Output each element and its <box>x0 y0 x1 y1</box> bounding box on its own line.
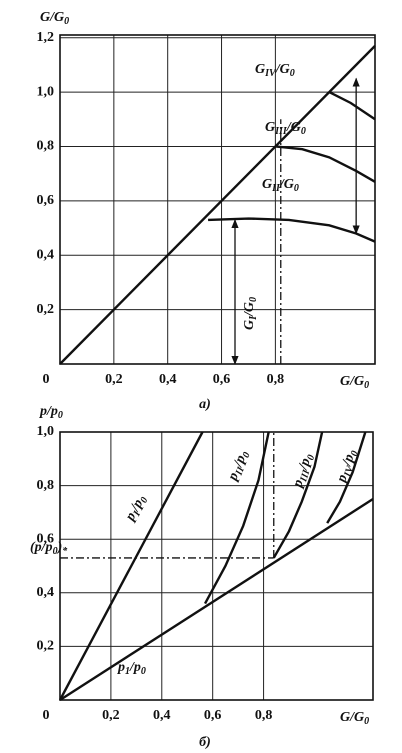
annotation: pII/p0 <box>225 449 253 485</box>
subscript: III <box>274 126 288 137</box>
subscript: III <box>298 468 313 485</box>
subscript: 0 <box>364 380 369 391</box>
x-tick-label: 0,4 <box>153 708 171 723</box>
subscript: 0 <box>141 666 146 677</box>
y-tick-label: 1,0 <box>37 84 55 99</box>
subscript: 0 <box>301 126 306 137</box>
subscript: * <box>62 546 68 557</box>
label-part: G <box>242 320 257 330</box>
y-tick-label: 0,6 <box>37 531 55 546</box>
caption: б) <box>199 735 211 750</box>
subscript: IV <box>264 68 277 79</box>
y-tick-label: 0,4 <box>37 247 55 262</box>
label-part: G/G <box>340 710 364 725</box>
x-tick-label: 0 <box>43 372 50 387</box>
annotation: (p/p0)* <box>30 540 68 557</box>
annotation: pI/p0 <box>123 493 151 526</box>
y-tick-label: 1,2 <box>37 30 55 45</box>
subscript: 0 <box>248 297 259 302</box>
label-part: /p <box>340 453 358 469</box>
x-axis-label: G/G0 <box>340 710 369 727</box>
curve <box>275 145 376 183</box>
subscript: 1 <box>125 666 130 677</box>
label-part: G <box>265 120 275 135</box>
label-part: G <box>255 62 265 77</box>
x-tick-label: 0,2 <box>105 372 123 387</box>
subscript: 0 <box>306 454 318 462</box>
curve <box>203 431 270 605</box>
x-tick-label: 0,6 <box>213 372 231 387</box>
subscript: 0 <box>294 183 299 194</box>
subscript: I <box>248 315 259 321</box>
label-part: /G <box>279 177 294 192</box>
x-tick-label: 0,8 <box>267 372 285 387</box>
curve <box>272 431 324 559</box>
plot-frame <box>59 431 374 701</box>
annotation: p1/p0 <box>117 660 146 677</box>
annotation: pIV/p0 <box>334 448 361 486</box>
label-part: /p <box>296 456 314 472</box>
x-tick-label: 0,4 <box>159 372 177 387</box>
x-tick-label: 0,6 <box>204 708 222 723</box>
y-tick-label: 0,4 <box>37 585 55 600</box>
subscript: II <box>271 183 281 194</box>
label-part: /p <box>231 453 249 470</box>
curve <box>58 431 204 701</box>
x-tick-label: 0,8 <box>255 708 273 723</box>
label-part: /p <box>129 660 141 675</box>
label-part: G/G <box>340 374 364 389</box>
x-tick-label: 0 <box>43 708 50 723</box>
subscript: 0 <box>349 450 361 458</box>
label-part: /G <box>275 62 290 77</box>
x-tick-label: 0,2 <box>102 708 120 723</box>
y-axis-label: G/G0 <box>40 10 69 27</box>
label-part: p <box>117 660 125 675</box>
subscript: 0 <box>364 716 369 727</box>
y-tick-label: 0,6 <box>37 193 55 208</box>
y-tick-label: 0,8 <box>37 139 55 154</box>
label-part: G <box>262 177 272 192</box>
subscript: 0 <box>241 451 253 460</box>
subscript: 0 <box>290 68 295 79</box>
subscript: 0 <box>64 16 69 27</box>
curve <box>208 217 376 243</box>
label-part: ) <box>56 540 63 555</box>
y-tick-label: 0,8 <box>37 478 55 493</box>
curve <box>59 497 374 702</box>
annotation: GIII/G0 <box>265 120 306 137</box>
y-tick-label: 0,2 <box>37 639 55 654</box>
label-part: G/G <box>40 10 64 25</box>
subscript: 0 <box>58 410 63 421</box>
label-part: /G <box>286 120 301 135</box>
curve <box>326 431 367 524</box>
annotation: GIV/G0 <box>255 62 295 79</box>
annotation: GI/G0 <box>242 297 259 330</box>
label-part: /G <box>242 302 257 317</box>
label-part: (p/p <box>30 540 53 555</box>
subscript: 0 <box>53 546 58 557</box>
subscript: 0 <box>139 496 151 506</box>
annotation: GII/G0 <box>262 177 299 194</box>
plot-frame <box>59 34 376 365</box>
curve <box>59 45 376 365</box>
subscript: IV <box>342 464 356 480</box>
y-axis-label: p/p0 <box>39 404 63 421</box>
y-tick-label: 0,2 <box>37 302 55 317</box>
subscript: I <box>131 509 144 519</box>
label-part: p/p <box>39 404 58 419</box>
x-axis-label: G/G0 <box>340 374 369 391</box>
caption: a) <box>199 397 211 412</box>
curve <box>328 91 376 121</box>
y-tick-label: 1,0 <box>37 424 55 439</box>
